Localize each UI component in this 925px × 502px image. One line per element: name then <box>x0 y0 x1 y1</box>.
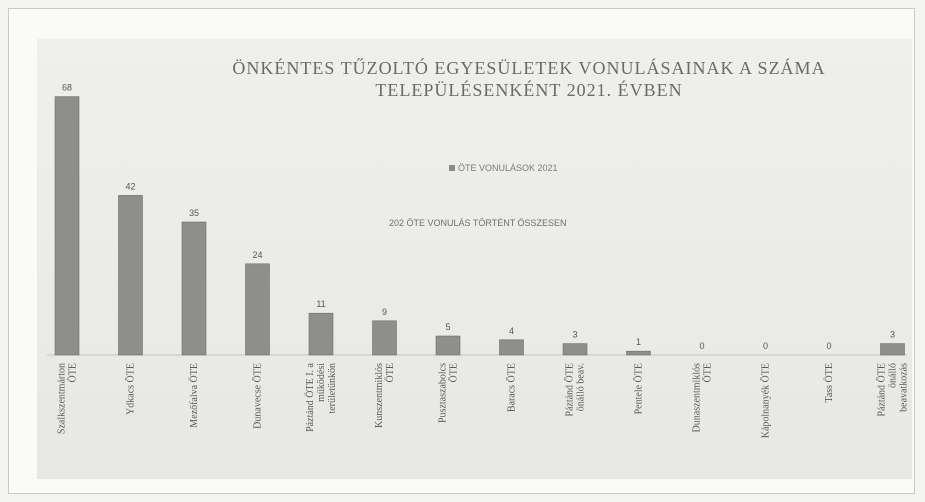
legend-swatch <box>449 165 455 171</box>
data-label-12: 0 <box>763 341 768 351</box>
data-label-4: 24 <box>252 250 262 260</box>
total-annotation: 202 ÖTE VONULÁS TÖRTÉNT ÖSSZESEN <box>389 218 567 228</box>
category-label-8: Baracs ÖTE <box>506 363 518 412</box>
category-label-12: Kápolnanyék ÖTE <box>760 363 772 438</box>
category-label-11: DunaszentmiklósÖTE <box>692 363 714 433</box>
legend-label: ÖTE VONULÁSOK 2021 <box>458 163 558 173</box>
data-label-5: 11 <box>316 299 325 309</box>
data-label-8: 4 <box>509 326 514 336</box>
chart-title: ÖNKÉNTES TŰZOLTÓ EGYESÜLETEK VONULÁSAINA… <box>232 58 826 100</box>
bar-1 <box>54 96 80 356</box>
data-label-9: 3 <box>572 330 577 340</box>
category-label-4: Dunavecse ÖTE <box>252 363 264 429</box>
bar-5 <box>308 312 334 356</box>
category-label-14: Páztánd ÖTEönállóbeavatkozás <box>876 363 910 417</box>
data-label-10: 1 <box>636 337 641 347</box>
bar-3 <box>181 221 207 356</box>
data-label-7: 5 <box>445 322 450 332</box>
data-label-3: 35 <box>189 208 199 218</box>
plot-area: 68 SzalkszentmártonÖTE 42 Ydkacs ÖTE 35 Mezőf… <box>37 39 912 479</box>
category-label-9: Páztánd ÖTEönálló beav. <box>564 363 587 417</box>
bar-10 <box>626 350 651 356</box>
data-label-1: 68 <box>62 83 72 93</box>
chart-legend: ÖTE VONULÁSOK 2021 <box>449 163 558 173</box>
category-label-1: SzalkszentmártonÖTE <box>57 363 79 434</box>
bar-14 <box>880 343 905 356</box>
category-label-6: KunszentmiklósÖTE <box>374 363 396 428</box>
category-label-3: Mezőfalva ÖTE <box>188 363 200 428</box>
bar-6 <box>372 320 397 356</box>
bar-7 <box>435 335 461 356</box>
data-label-11: 0 <box>699 341 704 351</box>
category-label-10: Pentele ÖTE <box>633 363 645 414</box>
category-label-13: Tass ÖTE <box>823 363 835 403</box>
data-label-6: 9 <box>382 307 387 317</box>
bar-4 <box>245 263 270 356</box>
data-label-13: 0 <box>826 341 831 351</box>
bar-9 <box>562 343 588 356</box>
chart-frame: 68 SzalkszentmártonÖTE 42 Ydkacs ÖTE 35 Mezőf… <box>8 8 915 494</box>
category-label-5: Páztánd ÖTE I. aműködésiterületünkön <box>304 362 338 431</box>
category-label-7: PusztaszabolcsÖTE <box>438 363 460 423</box>
data-label-2: 42 <box>125 181 135 191</box>
data-label-14: 3 <box>890 330 895 340</box>
bar-2 <box>118 195 143 356</box>
bar-8 <box>499 339 524 356</box>
category-label-2: Ydkacs ÖTE <box>125 363 137 415</box>
